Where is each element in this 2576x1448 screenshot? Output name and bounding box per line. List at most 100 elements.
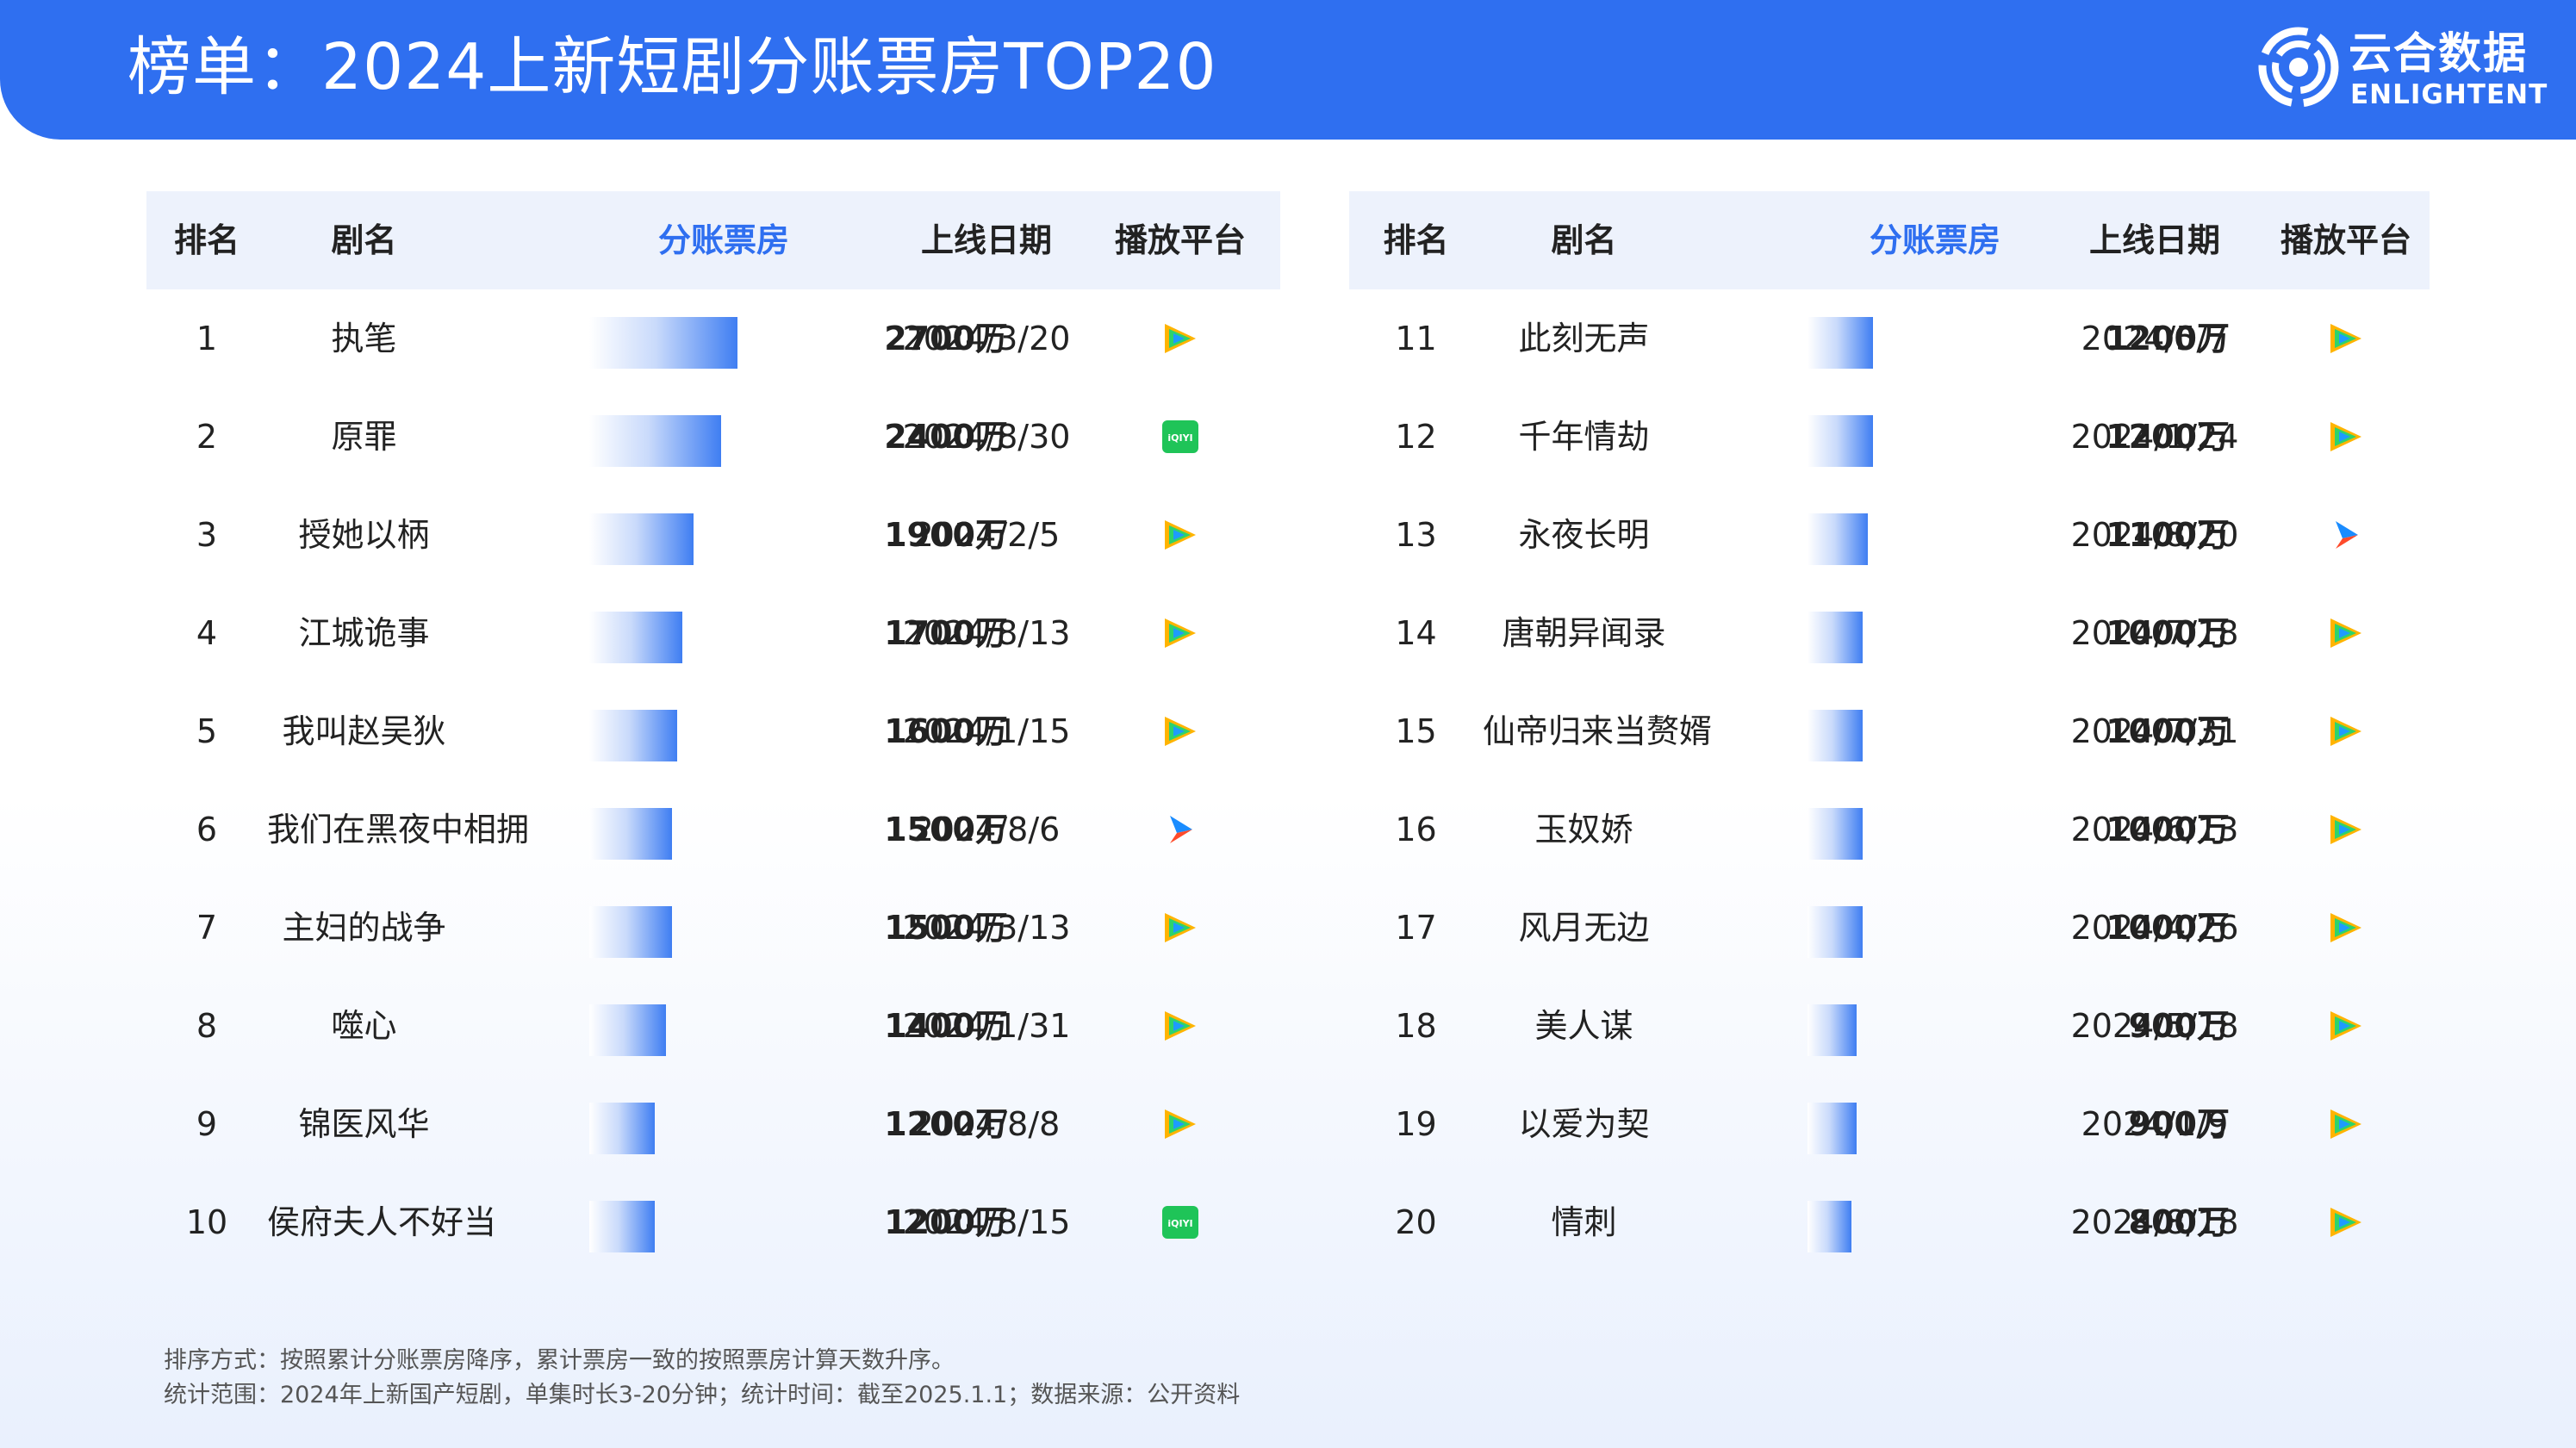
- title-cell: 江城诡事: [298, 614, 430, 652]
- page-title: 榜单：2024上新短剧分账票房TOP20: [128, 30, 1217, 104]
- table-row: 17 风月无边 1000万 2024/4/26: [1349, 879, 2430, 977]
- youku-icon: [1161, 812, 1199, 847]
- column-header-box-office: 分账票房: [657, 221, 789, 259]
- box-office-value: 1000万: [2106, 909, 2230, 947]
- tencent-video-icon: [1161, 616, 1199, 650]
- box-office-bar: [1808, 1201, 1851, 1252]
- release-date-cell: 2024/1/9: [2081, 1105, 2229, 1143]
- enlightent-logo-icon: [2258, 27, 2339, 108]
- rank-cell: 4: [196, 614, 218, 652]
- box-office-value: 1600万: [884, 712, 1008, 750]
- title-cell: 原罪: [331, 418, 397, 456]
- rank-cell: 18: [1395, 1007, 1437, 1045]
- rank-cell: 13: [1395, 516, 1437, 554]
- table-row: 2 原罪 2400万 2024/8/30 iQIYI: [146, 388, 1280, 486]
- box-office-value: 1700万: [884, 614, 1008, 652]
- box-office-value: 2400万: [884, 418, 1008, 456]
- table-row: 18 美人谋 900万 2024/5/18: [1349, 977, 2430, 1075]
- box-office-value: 800万: [2128, 1203, 2230, 1241]
- title-cell: 美人谋: [1534, 1007, 1633, 1045]
- box-office-bar: [589, 415, 721, 467]
- box-office-value: 1400万: [884, 1007, 1008, 1045]
- box-office-bar: [589, 808, 672, 860]
- table-row: 1 执笔 2700万 2024/3/20: [146, 289, 1280, 388]
- rank-cell: 7: [196, 909, 218, 947]
- table-row: 19 以爱为契 900万 2024/1/9: [1349, 1075, 2430, 1173]
- box-office-bar: [1808, 906, 1863, 958]
- release-date-cell: 2024/5/7: [2081, 320, 2229, 357]
- title-cell: 噬心: [331, 1007, 397, 1045]
- rank-cell: 3: [196, 516, 218, 554]
- box-office-bar: [589, 1103, 655, 1154]
- column-header-release-date: 上线日期: [920, 221, 1052, 259]
- title-cell: 此刻无声: [1518, 320, 1650, 357]
- box-office-value: 1200万: [2106, 320, 2230, 357]
- box-office-bar: [1808, 513, 1868, 565]
- title-cell: 授她以柄: [298, 516, 430, 554]
- release-date-cell: 2024/3/20: [902, 320, 1071, 357]
- release-date-cell: 2024/4/26: [2070, 909, 2239, 947]
- release-date-cell: 2024/8/6: [912, 811, 1061, 848]
- release-date-cell: 2024/8/13: [902, 614, 1071, 652]
- release-date-cell: 2024/8/15: [902, 1203, 1071, 1241]
- box-office-value: 1200万: [884, 1203, 1008, 1241]
- tencent-video-icon: [2327, 321, 2365, 356]
- rank-cell: 19: [1395, 1105, 1437, 1143]
- box-office-value: 1000万: [2106, 712, 2230, 750]
- column-header-release-date: 上线日期: [2088, 221, 2220, 259]
- box-office-value: 1000万: [2106, 614, 2230, 652]
- sort-method-note: 排序方式：按照累计分账票房降序，累计票房一致的按照票房计算天数升序。: [164, 1347, 955, 1374]
- box-office-bar: [589, 710, 677, 761]
- table-row: 15 仙帝归来当赘婿 1000万 2024/7/31: [1349, 682, 2430, 780]
- rank-cell: 12: [1395, 418, 1437, 456]
- iqiyi-icon: iQIYI: [1161, 419, 1199, 454]
- brand-name-en: ENLIGHTENT: [2350, 79, 2548, 110]
- box-office-bar: [1808, 808, 1863, 860]
- box-office-value: 900万: [2128, 1105, 2230, 1143]
- tencent-video-icon: [2327, 812, 2365, 847]
- release-date-cell: 2024/2/5: [912, 516, 1061, 554]
- data-scope-note: 统计范围：2024年上新国产短剧，单集时长3-20分钟；统计时间：截至2025.…: [164, 1382, 1241, 1408]
- tencent-video-icon: [2327, 419, 2365, 454]
- title-cell: 锦医风华: [298, 1105, 430, 1143]
- table-row: 6 我们在黑夜中相拥 1500万 2024/8/6: [146, 780, 1280, 879]
- title-cell: 执笔: [331, 320, 397, 357]
- box-office-bar: [589, 317, 737, 369]
- title-cell: 以爱为契: [1518, 1105, 1650, 1143]
- tencent-video-icon: [1161, 910, 1199, 945]
- column-header-box-office: 分账票房: [1869, 221, 2000, 259]
- column-header-rank: 排名: [173, 221, 240, 259]
- tencent-video-icon: [2327, 910, 2365, 945]
- box-office-bar: [1808, 317, 1873, 369]
- box-office-bar: [1808, 710, 1863, 761]
- column-header-rank: 排名: [1383, 221, 1449, 259]
- table-row: 9 锦医风华 1200万 2024/8/8: [146, 1075, 1280, 1173]
- release-date-cell: 2024/6/13: [2070, 811, 2239, 848]
- table-row: 7 主妇的战争 1500万 2024/3/13: [146, 879, 1280, 977]
- tencent-video-icon: [2327, 1107, 2365, 1141]
- brand-logo: 云合数据 ENLIGHTENT: [2256, 24, 2547, 119]
- table-row: 20 情刺 800万 2024/8/18: [1349, 1173, 2430, 1271]
- box-office-value: 1000万: [2106, 811, 2230, 848]
- table-row: 16 玉奴娇 1000万 2024/6/13: [1349, 780, 2430, 879]
- title-cell: 仙帝归来当赘婿: [1483, 712, 1713, 750]
- rank-cell: 6: [196, 811, 218, 848]
- rank-cell: 9: [196, 1105, 218, 1143]
- column-header-title: 剧名: [1551, 221, 1617, 259]
- release-date-cell: 2024/7/18: [2070, 614, 2239, 652]
- release-date-cell: 2024/1/24: [2070, 418, 2239, 456]
- title-cell: 风月无边: [1518, 909, 1650, 947]
- release-date-cell: 2024/5/18: [2070, 1007, 2239, 1045]
- release-date-cell: 2024/8/18: [2070, 1203, 2239, 1241]
- rank-cell: 15: [1395, 712, 1437, 750]
- box-office-value: 1900万: [884, 516, 1008, 554]
- box-office-bar: [589, 513, 694, 565]
- title-cell: 侯府夫人不好当: [267, 1203, 497, 1241]
- rank-cell: 10: [185, 1203, 228, 1241]
- tencent-video-icon: [1161, 1009, 1199, 1043]
- box-office-value: 1200万: [2106, 418, 2230, 456]
- box-office-bar: [589, 906, 672, 958]
- box-office-value: 1200万: [884, 1105, 1008, 1143]
- table-row: 11 此刻无声 1200万 2024/5/7: [1349, 289, 2430, 388]
- youku-icon: [2327, 518, 2365, 552]
